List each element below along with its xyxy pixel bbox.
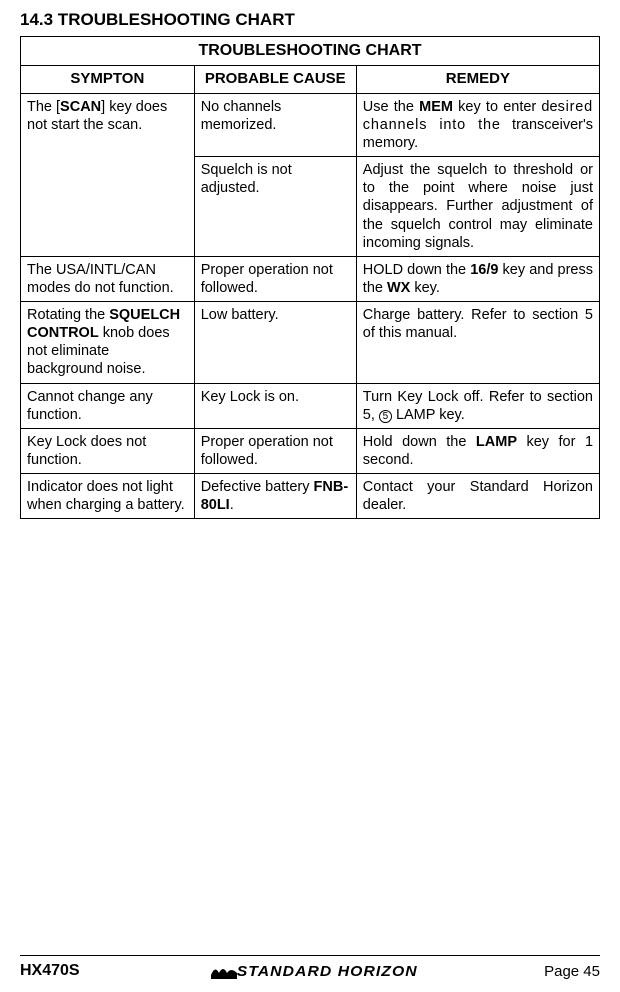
- cause-cell: Proper operation not followed.: [194, 256, 356, 301]
- table-title-row: TROUBLESHOOTING CHART: [21, 37, 600, 66]
- lamp-key-label: LAMP: [476, 434, 517, 450]
- table-row: The USA/INTL/CAN modes do not function. …: [21, 256, 600, 301]
- text: HOLD down the: [363, 262, 470, 278]
- text: Use the: [363, 99, 419, 115]
- page-number: Page 45: [544, 963, 600, 980]
- scan-key-label: SCAN: [60, 99, 101, 115]
- cause-cell: Squelch is not adjusted.: [194, 157, 356, 257]
- section-title: 14.3 TROUBLESHOOTING CHART: [20, 10, 600, 30]
- remedy-cell: Use the MEM key to enter desired channel…: [356, 93, 599, 156]
- text: LAMP key.: [392, 407, 465, 423]
- cause-cell: Low battery.: [194, 302, 356, 384]
- symptom-cell: Indicator does not light when charging a…: [21, 474, 195, 519]
- symptom-cell: Rotating the SQUELCH CONTROL knob does n…: [21, 302, 195, 384]
- table-row: The [SCAN] key does not start the scan. …: [21, 93, 600, 156]
- remedy-cell: Hold down the LAMP key for 1 second.: [356, 428, 599, 473]
- page-footer: HX470S STANDARD HORIZON Page 45: [20, 955, 600, 980]
- remedy-cell: Turn Key Lock off. Refer to section 5, 5…: [356, 383, 599, 428]
- text: Hold down the: [363, 434, 476, 450]
- symptom-cell: Cannot change any function.: [21, 383, 195, 428]
- key-label: 16/9: [470, 262, 498, 278]
- troubleshooting-table: TROUBLESHOOTING CHART SYMPTON PROBABLE C…: [20, 36, 600, 519]
- remedy-cell: Contact your Standard Horizon dealer.: [356, 474, 599, 519]
- table-row: Key Lock does not function. Proper opera…: [21, 428, 600, 473]
- mem-key-label: MEM: [419, 99, 453, 115]
- cause-cell: No channels memorized.: [194, 93, 356, 156]
- wave-icon: [211, 963, 237, 979]
- brand-text: STANDARD HORIZON: [236, 963, 417, 980]
- text: key to enter de: [453, 99, 558, 115]
- table-title: TROUBLESHOOTING CHART: [21, 37, 600, 66]
- brand-logo: STANDARD HORIZON: [211, 963, 413, 980]
- remedy-cell: Adjust the squelch to threshold or to th…: [356, 157, 599, 257]
- text: key.: [410, 280, 440, 296]
- model-label: HX470S: [20, 962, 80, 980]
- remedy-cell: Charge battery. Refer to section 5 of th…: [356, 302, 599, 384]
- circled-number-icon: 5: [379, 410, 392, 423]
- cause-cell: Proper operation not followed.: [194, 428, 356, 473]
- text: .: [230, 497, 234, 513]
- cause-cell: Key Lock is on.: [194, 383, 356, 428]
- header-symptom: SYMPTON: [21, 66, 195, 94]
- wx-key-label: WX: [387, 280, 410, 296]
- remedy-cell: HOLD down the 16/9 key and press the WX …: [356, 256, 599, 301]
- cause-cell: Defective battery FNB-80LI.: [194, 474, 356, 519]
- table-header-row: SYMPTON PROBABLE CAUSE REMEDY: [21, 66, 600, 94]
- text: Rotating the: [27, 307, 109, 323]
- text: Defective battery: [201, 479, 314, 495]
- table-row: Rotating the SQUELCH CONTROL knob does n…: [21, 302, 600, 384]
- table-row: Indicator does not light when charging a…: [21, 474, 600, 519]
- symptom-cell: The USA/INTL/CAN modes do not function.: [21, 256, 195, 301]
- header-cause: PROBABLE CAUSE: [194, 66, 356, 94]
- symptom-cell: The [SCAN] key does not start the scan.: [21, 93, 195, 256]
- page-content: 14.3 TROUBLESHOOTING CHART TROUBLESHOOTI…: [0, 0, 620, 519]
- symptom-cell: Key Lock does not function.: [21, 428, 195, 473]
- text: The [: [27, 99, 60, 115]
- table-row: Cannot change any function. Key Lock is …: [21, 383, 600, 428]
- header-remedy: REMEDY: [356, 66, 599, 94]
